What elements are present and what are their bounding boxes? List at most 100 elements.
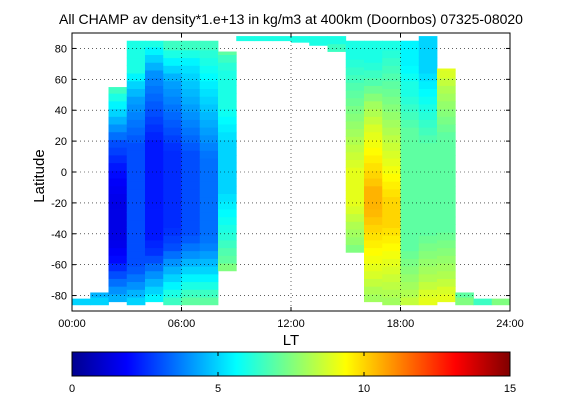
- heatmap-cell: [163, 281, 182, 290]
- heatmap-cell: [181, 281, 201, 290]
- heatmap-cell: [145, 278, 164, 287]
- heatmap-cell: [437, 77, 456, 86]
- heatmap-cell: [400, 96, 420, 105]
- heatmap-cell: [163, 65, 182, 74]
- heatmap-cell: [126, 57, 146, 66]
- y-tick-label: -80: [51, 291, 67, 303]
- heatmap-cell: [126, 297, 146, 306]
- heatmap-cell: [108, 263, 128, 272]
- heatmap-cell: [163, 40, 182, 51]
- heatmap-cell: [382, 158, 401, 167]
- heatmap-cell: [181, 150, 201, 159]
- heatmap-cell: [418, 258, 438, 267]
- heatmap-cell: [145, 108, 164, 117]
- heatmap-cell: [126, 196, 146, 205]
- heatmap-cell: [199, 297, 219, 306]
- heatmap-cell: [382, 80, 401, 89]
- heatmap-cell: [400, 250, 420, 259]
- heatmap-cell: [382, 297, 401, 306]
- heatmap-cell: [364, 108, 383, 117]
- heatmap-cell: [400, 173, 420, 182]
- heatmap-cell: [364, 286, 383, 295]
- heatmap-cell: [145, 100, 164, 110]
- heatmap-cell: [126, 150, 146, 159]
- chart-title: All CHAMP av density*1.e+13 in kg/m3 at …: [59, 11, 523, 27]
- x-tick-label: 12:00: [277, 318, 305, 330]
- heatmap-cell: [163, 258, 182, 267]
- heatmap-cell: [437, 70, 456, 79]
- heatmap-cell: [345, 229, 365, 238]
- heatmap-cell: [345, 205, 365, 215]
- heatmap-cell: [163, 219, 182, 228]
- heatmap-cell: [400, 73, 420, 82]
- heatmap-cell: [400, 142, 420, 151]
- heatmap-cell: [400, 281, 420, 290]
- heatmap-cell: [108, 209, 128, 218]
- heatmap-cell: [218, 178, 237, 187]
- heatmap-cell: [199, 49, 219, 59]
- heatmap-cell: [437, 216, 456, 225]
- heatmap-cell: [364, 116, 383, 125]
- heatmap-cell: [400, 134, 420, 144]
- heatmap-cell: [181, 212, 201, 221]
- heatmap-cell: [236, 36, 255, 42]
- heatmap-cell: [437, 209, 456, 218]
- heatmap-cell: [126, 188, 146, 198]
- heatmap-cell: [108, 147, 128, 156]
- heatmap-cell: [126, 111, 146, 120]
- heatmap-cell: [437, 155, 456, 164]
- heatmap-cell: [163, 204, 182, 213]
- colorbar-ticks: 0 5 10 15: [69, 352, 516, 395]
- heatmap-cell: [181, 158, 201, 167]
- heatmap-cell: [163, 142, 182, 151]
- heatmap-cell: [163, 111, 182, 120]
- heatmap-cell: [181, 250, 201, 259]
- heatmap-cell: [437, 147, 456, 156]
- heatmap-cell: [199, 119, 219, 128]
- heatmap-cell: [382, 111, 401, 120]
- heatmap-cell: [418, 289, 438, 298]
- heatmap-cell: [364, 62, 383, 71]
- heatmap-cell: [382, 173, 401, 182]
- heatmap-cell: [218, 170, 237, 179]
- y-tick-label: -60: [51, 260, 67, 272]
- heatmap-cell: [437, 263, 456, 272]
- heatmap-cell: [364, 216, 383, 225]
- heatmap-cell: [418, 281, 438, 290]
- heatmap-cell: [345, 213, 365, 222]
- heatmap-cell: [72, 298, 91, 306]
- heatmap-cell: [382, 119, 401, 128]
- heatmap-cell: [108, 178, 128, 187]
- heatmap-cell: [345, 43, 365, 52]
- heatmap-cell: [364, 131, 383, 140]
- heatmap-cell: [345, 113, 365, 122]
- heatmap-cell: [327, 36, 347, 45]
- heatmap-cell: [364, 278, 383, 287]
- heatmap-cell: [199, 173, 219, 182]
- y-tick-label: 80: [55, 43, 67, 55]
- heatmap-cell: [382, 49, 401, 59]
- heatmap-cell: [199, 188, 219, 198]
- heatmap-cell: [364, 170, 383, 179]
- heatmap-cell: [327, 43, 347, 52]
- heatmap-cell: [181, 65, 201, 74]
- heatmap-cell: [218, 93, 237, 102]
- heatmap-cell: [199, 289, 219, 298]
- heatmap-cell: [199, 111, 219, 120]
- heatmap-cell: [437, 124, 456, 133]
- heatmap-cell: [473, 298, 493, 306]
- heatmap-cell: [382, 212, 401, 221]
- heatmap-cell: [218, 85, 237, 94]
- heatmap-cell: [126, 173, 146, 182]
- heatmap-cell: [418, 204, 438, 213]
- heatmap-cell: [108, 270, 128, 279]
- heatmap-cell: [199, 219, 219, 228]
- heatmap-cell: [108, 108, 128, 117]
- heatmap-cell: [345, 128, 365, 137]
- heatmap-cell: [382, 188, 401, 198]
- heatmap-cell: [418, 196, 438, 205]
- heatmap-cell: [218, 147, 237, 156]
- heatmap-cell: [309, 36, 328, 46]
- heatmap-cell: [163, 96, 182, 105]
- heatmap-cell: [400, 119, 420, 128]
